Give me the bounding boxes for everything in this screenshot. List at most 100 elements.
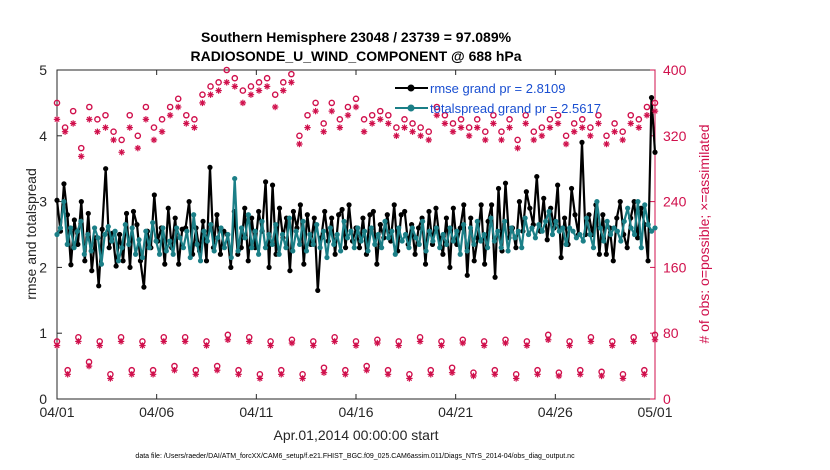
data-point — [119, 245, 125, 251]
obs-assimilated-marker — [512, 375, 520, 382]
asterisk-stroke — [644, 112, 650, 118]
data-point — [180, 245, 187, 251]
asterisk-stroke — [171, 367, 178, 373]
data-point — [194, 241, 200, 247]
asterisk-stroke — [595, 120, 602, 127]
obs-possible-marker — [578, 116, 586, 123]
asterisk-stroke — [502, 340, 509, 346]
data-point — [645, 258, 651, 264]
obs-assimilated-marker — [85, 362, 93, 370]
data-point — [372, 241, 378, 247]
obs-assimilated-marker — [506, 124, 513, 131]
asterisk-stroke — [534, 371, 541, 377]
obs-assimilated-marker — [619, 136, 626, 144]
data-point — [560, 225, 566, 231]
asterisk-stroke — [514, 145, 521, 151]
data-point — [283, 245, 289, 251]
asterisk-stroke — [641, 371, 647, 377]
data-point — [273, 222, 279, 228]
data-point — [409, 225, 415, 231]
data-point — [263, 179, 269, 185]
data-point — [625, 205, 631, 211]
data-point — [492, 274, 498, 280]
data-point — [301, 261, 307, 267]
asterisk-stroke — [235, 371, 242, 377]
asterisk-stroke — [94, 129, 101, 135]
obs-possible-marker — [110, 128, 117, 135]
data-point — [450, 205, 456, 211]
asterisk-stroke — [406, 375, 413, 382]
x-tick-label: 04/01 — [39, 404, 74, 420]
obs-possible-marker — [320, 120, 327, 127]
data-point — [471, 258, 477, 264]
asterisk-stroke — [65, 371, 71, 377]
obs-possible-marker — [506, 116, 513, 123]
data-point — [488, 215, 494, 221]
obs-assimilated-marker — [577, 371, 584, 378]
data-point — [167, 238, 173, 244]
data-point — [338, 248, 344, 254]
y-right-label: # of obs: o=possible; ×=assimilated — [696, 124, 712, 343]
obs-possible-marker — [570, 120, 578, 127]
asterisk-stroke — [492, 371, 498, 377]
obs-assimilated-marker — [546, 124, 554, 131]
data-point — [416, 241, 422, 247]
asterisk-stroke — [426, 137, 432, 143]
obs-possible-marker — [498, 128, 505, 135]
data-point — [115, 258, 122, 264]
data-point — [422, 261, 429, 267]
data-point — [512, 235, 518, 241]
data-point — [341, 218, 347, 224]
data-point — [525, 231, 532, 238]
data-point — [624, 245, 630, 251]
data-point — [631, 199, 637, 205]
asterisk-stroke — [267, 342, 274, 349]
obs-possible-marker — [514, 136, 521, 144]
obs-assimilated-marker — [474, 124, 481, 131]
data-point — [276, 205, 283, 211]
data-point — [556, 228, 562, 234]
obs-assimilated-marker — [336, 124, 344, 131]
data-point — [290, 208, 297, 215]
data-point — [310, 241, 316, 247]
data-point — [228, 254, 234, 261]
obs-possible-marker — [595, 111, 602, 119]
asterisk-stroke — [361, 129, 367, 135]
obs-possible-marker — [562, 132, 570, 140]
data-point — [527, 205, 533, 211]
data-point — [508, 225, 515, 231]
asterisk-stroke — [214, 367, 220, 373]
x-axis-label: Apr.01,2014 00:00:00 start — [273, 427, 438, 443]
data-point — [553, 218, 559, 224]
data-point — [197, 258, 204, 264]
data-point — [420, 218, 426, 224]
data-point — [153, 238, 159, 244]
obs-assimilated-marker — [246, 338, 253, 345]
data-point — [484, 245, 491, 251]
asterisk-stroke — [417, 338, 423, 345]
obs-possible-marker — [288, 70, 295, 78]
obs-possible-marker — [473, 116, 481, 123]
data-point — [130, 208, 137, 215]
data-point — [374, 261, 380, 267]
obs-assimilated-marker — [502, 339, 509, 347]
data-point — [238, 245, 244, 251]
data-point — [447, 264, 453, 270]
data-point — [311, 215, 317, 221]
data-point — [156, 251, 163, 257]
obs-possible-marker — [546, 116, 554, 123]
data-point — [467, 225, 474, 231]
data-point — [102, 231, 108, 238]
data-point — [217, 251, 224, 257]
data-point — [64, 241, 70, 247]
obs-possible-marker — [94, 116, 101, 123]
data-point — [399, 238, 405, 244]
data-point — [652, 149, 658, 155]
data-point — [184, 228, 190, 234]
obs-assimilated-marker — [247, 91, 255, 98]
data-point — [389, 228, 395, 234]
obs-possible-marker — [385, 111, 392, 119]
asterisk-stroke — [288, 79, 295, 86]
obs-assimilated-marker — [457, 124, 465, 131]
obs-assimilated-marker — [401, 124, 408, 131]
